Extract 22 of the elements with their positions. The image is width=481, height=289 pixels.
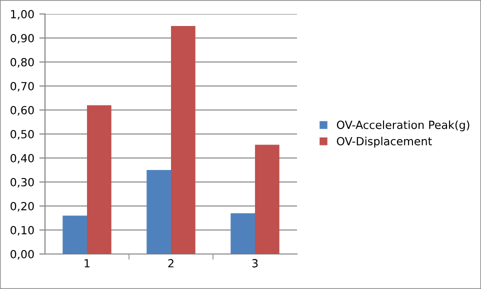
- y-tick-label: 0,10: [10, 226, 34, 236]
- bar: [146, 170, 171, 254]
- y-tick-label: 0,80: [10, 58, 34, 68]
- bar: [62, 216, 87, 254]
- y-tick-label: 0,00: [10, 250, 34, 260]
- y-tick-label: 0,60: [10, 106, 34, 116]
- x-tick-label: 2: [168, 259, 174, 268]
- y-tick-label: 0,40: [10, 154, 34, 164]
- x-tick-label: 1: [84, 259, 90, 268]
- y-tick-label: 0,90: [10, 34, 34, 44]
- legend-label: OV-Displacement: [336, 136, 432, 148]
- y-tick-label: 0,50: [10, 130, 34, 140]
- legend-label: OV-Acceleration Peak(g): [336, 120, 470, 132]
- bar: [255, 144, 280, 254]
- bar: [87, 105, 112, 254]
- y-tick-label: 0,30: [10, 178, 34, 188]
- y-tick-label: 0,70: [10, 82, 34, 92]
- y-tick-label: 0,20: [10, 202, 34, 212]
- bar: [230, 213, 255, 254]
- bar: [171, 26, 196, 254]
- y-tick-label: 1,00: [11, 10, 34, 20]
- x-tick-label: 3: [252, 259, 258, 268]
